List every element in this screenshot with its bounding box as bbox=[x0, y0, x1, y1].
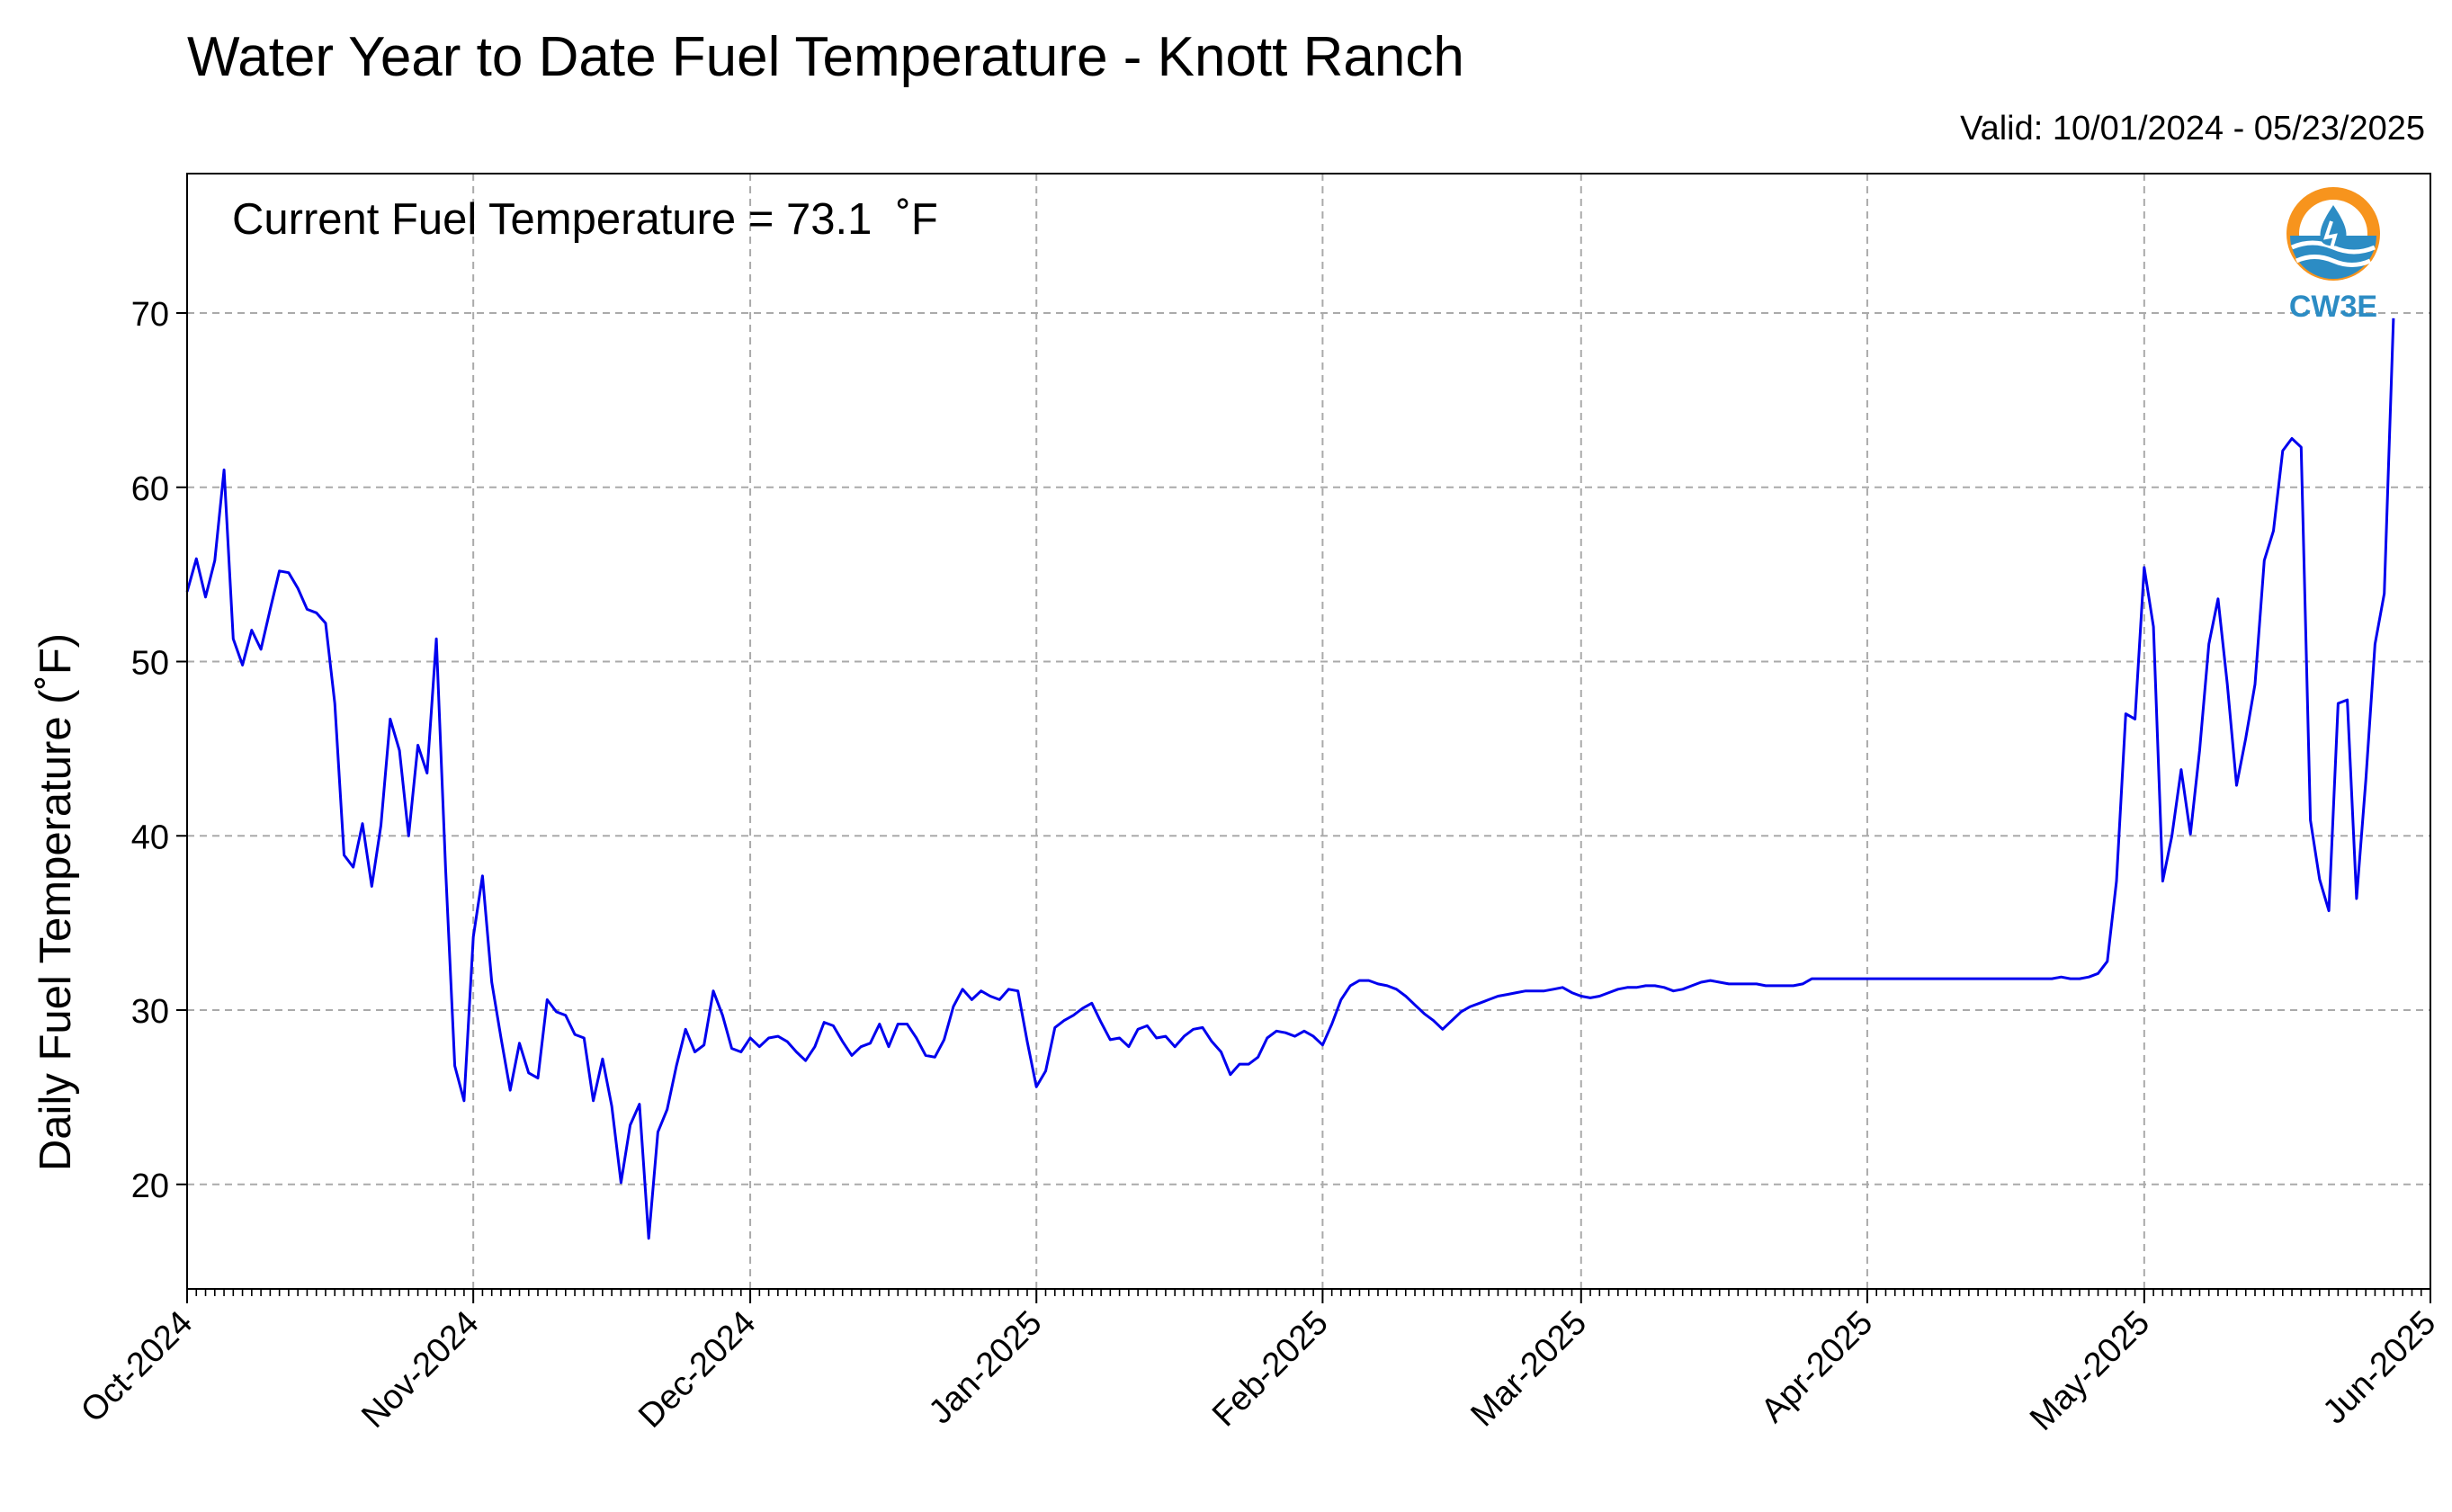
axes-layer bbox=[176, 173, 2431, 1303]
y-tick-label: 30 bbox=[131, 993, 169, 1031]
cw3e-logo-icon bbox=[2286, 187, 2380, 281]
grid-layer bbox=[186, 174, 2431, 1289]
x-tick-label: Jan-2025 bbox=[922, 1304, 1050, 1432]
current-fuel-temperature-annotation: Current Fuel Temperature = 73.1 ˚F bbox=[232, 195, 938, 244]
x-tick-label: Oct-2024 bbox=[74, 1304, 200, 1430]
valid-date-range: Valid: 10/01/2024 - 05/23/2025 bbox=[1960, 110, 2425, 148]
series-line-0 bbox=[185, 318, 2395, 1240]
y-axis-label: Daily Fuel Temperature (˚F) bbox=[31, 633, 80, 1171]
y-tick-label: 40 bbox=[131, 819, 169, 856]
x-tick-label: May-2025 bbox=[2023, 1304, 2157, 1438]
x-tick-label: Mar-2025 bbox=[1463, 1304, 1594, 1435]
label-layer: 20 30 40 50 60 70 Oct-2024 Nov-2024 Dec-2024 Jan-… bbox=[74, 296, 2443, 1438]
x-tick-label: Jun-2025 bbox=[2316, 1304, 2444, 1432]
y-tick-label: 20 bbox=[131, 1168, 169, 1205]
x-tick-label: Nov-2024 bbox=[354, 1304, 486, 1436]
y-tick-label: 60 bbox=[131, 470, 169, 508]
y-tick-label: 70 bbox=[131, 296, 169, 334]
plot-frame bbox=[186, 173, 2431, 1290]
cw3e-logo-text: CW3E bbox=[2289, 290, 2377, 324]
chart-title: Water Year to Date Fuel Temperature - Kn… bbox=[187, 26, 1464, 88]
cw3e-logo: CW3E bbox=[2286, 187, 2380, 324]
x-tick-label: Apr-2025 bbox=[1754, 1304, 1880, 1430]
x-tick-label: Feb-2025 bbox=[1205, 1304, 1336, 1435]
series-layer bbox=[185, 318, 2395, 1240]
x-tick-label: Dec-2024 bbox=[631, 1304, 763, 1436]
y-tick-label: 50 bbox=[131, 645, 169, 683]
